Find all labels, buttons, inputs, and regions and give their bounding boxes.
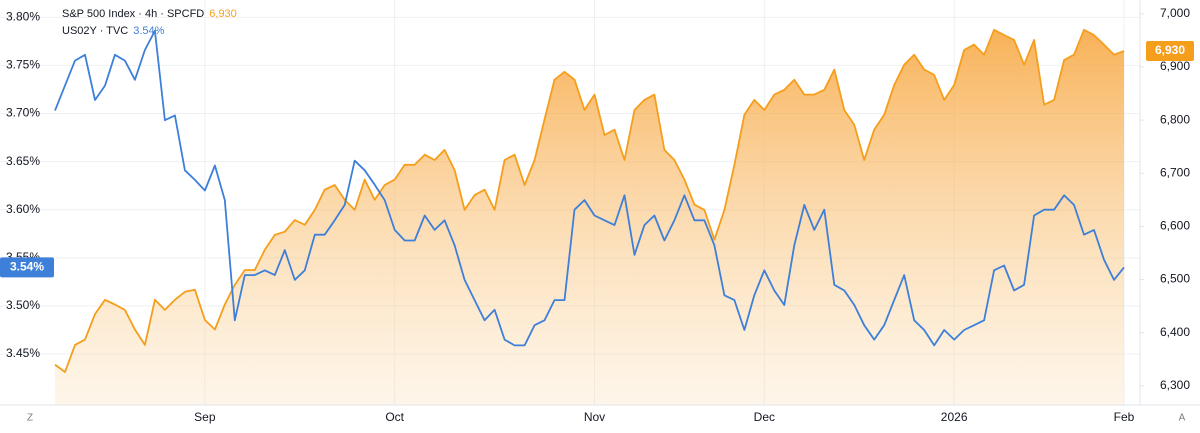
y2-tick-label: 6,900 — [1160, 59, 1190, 73]
y2-tick-label: 6,300 — [1160, 378, 1190, 392]
y-tick-label: 3.45% — [6, 346, 40, 360]
legend-value: 3.54% — [133, 25, 164, 37]
zoom-icon[interactable]: Z — [27, 413, 33, 424]
y2-tick-label: 6,500 — [1160, 272, 1190, 286]
y2-tick-label: 6,800 — [1160, 112, 1190, 126]
y-tick-label: 3.80% — [6, 9, 40, 23]
y2-tick-label: 6,400 — [1160, 325, 1190, 339]
y-tick-label: 3.75% — [6, 58, 40, 72]
last-value-badge — [1146, 41, 1194, 62]
area-fill — [55, 29, 1124, 406]
x-tick-label: Oct — [385, 410, 404, 424]
series-line — [54, 29, 1125, 347]
x-tick-label: Dec — [754, 410, 775, 424]
y2-tick-label: 7,000 — [1160, 6, 1190, 20]
last-value-label: 6,930 — [1155, 43, 1185, 57]
y-tick-label: 3.70% — [6, 106, 40, 120]
x-tick-label: Feb — [1114, 410, 1135, 424]
legend-value: 6,930 — [209, 8, 237, 20]
last-value-label: 3.54% — [10, 260, 44, 274]
auto-scale-button[interactable]: A — [1179, 413, 1186, 424]
y-tick-label: 3.60% — [6, 202, 40, 216]
x-tick-label: Sep — [194, 410, 216, 424]
label-layer: 3.45%3.50%3.55%3.60%3.65%3.70%3.75%3.80%… — [0, 6, 1194, 424]
y-tick-label: 3.50% — [6, 298, 40, 312]
last-value-badge — [0, 257, 54, 278]
data-layer — [54, 28, 1125, 406]
legend-entry: US02Y · TVC — [62, 25, 128, 37]
series-line — [54, 28, 1125, 373]
y-tick-label: 3.65% — [6, 154, 40, 168]
y2-tick-label: 6,700 — [1160, 165, 1190, 179]
legend-entry: S&P 500 Index · 4h · SPCFD — [62, 8, 204, 20]
x-tick-label: 2026 — [941, 410, 968, 424]
y2-tick-label: 6,600 — [1160, 219, 1190, 233]
x-tick-label: Nov — [584, 410, 605, 424]
